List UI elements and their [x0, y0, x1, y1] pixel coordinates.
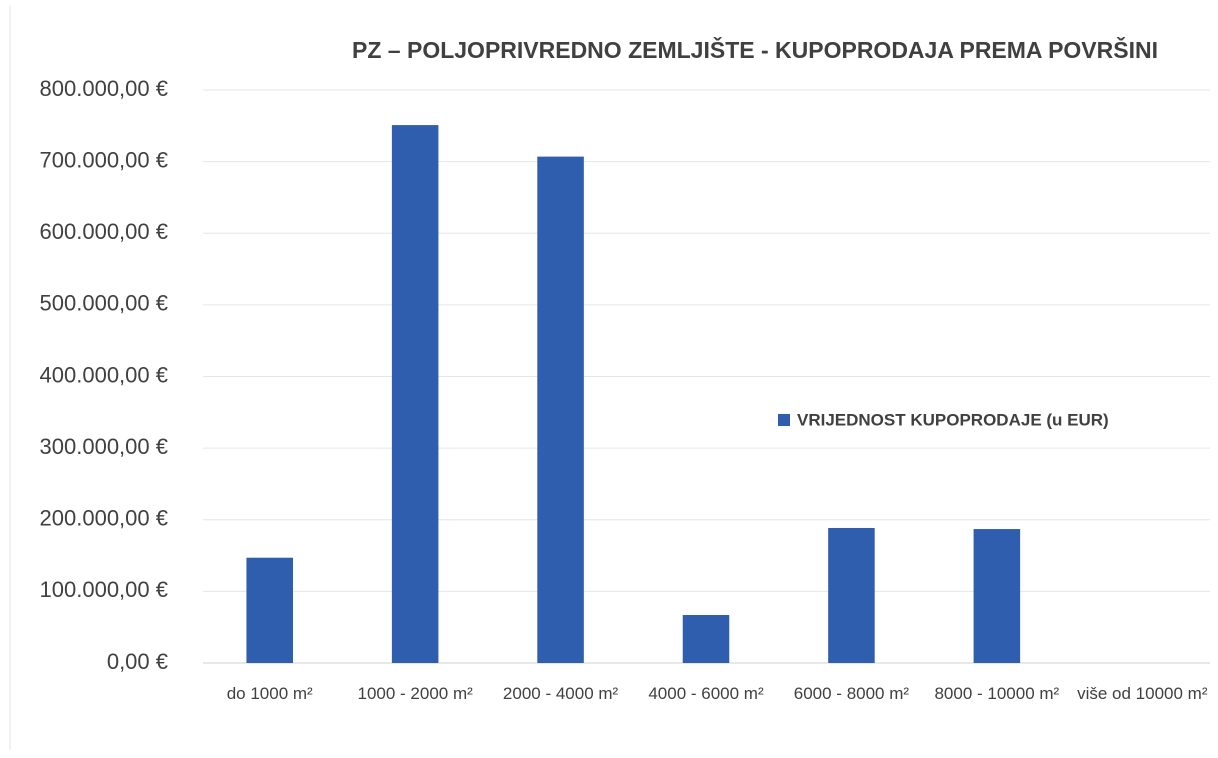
x-tick-label: 6000 - 8000 m² — [793, 684, 910, 703]
legend-label: VRIJEDNOST KUPOPRODAJE (u EUR) — [797, 410, 1109, 429]
y-tick-label: 700.000,00 € — [40, 147, 168, 172]
y-tick-label: 100.000,00 € — [40, 577, 168, 602]
legend-swatch — [778, 414, 790, 426]
x-tick-label: 2000 - 4000 m² — [502, 684, 619, 703]
chart-title: PZ – POLJOPRIVREDNO ZEMLJIŠTE - KUPOPROD… — [352, 36, 1158, 63]
y-tick-label: 0,00 € — [107, 649, 168, 674]
x-tick-label: 4000 - 6000 m² — [648, 684, 764, 703]
x-tick-label: do 1000 m² — [226, 684, 313, 703]
y-tick-label: 200.000,00 € — [40, 506, 168, 531]
x-tick-label: više od 10000 m² — [1077, 684, 1208, 703]
x-tick-label: 1000 - 2000 m² — [357, 684, 473, 703]
bar — [828, 527, 875, 663]
y-tick-label: 500.000,00 € — [40, 291, 168, 316]
bar — [246, 557, 293, 663]
bar — [391, 125, 439, 663]
y-tick-label: 600.000,00 € — [40, 219, 168, 244]
x-tick-label: 8000 - 10000 m² — [934, 684, 1060, 703]
y-tick-label: 400.000,00 € — [40, 362, 168, 387]
bar — [537, 156, 584, 663]
bar — [682, 615, 730, 663]
y-tick-label: 300.000,00 € — [40, 434, 168, 459]
bar — [973, 529, 1021, 663]
y-tick-label: 800.000,00 € — [40, 76, 168, 101]
